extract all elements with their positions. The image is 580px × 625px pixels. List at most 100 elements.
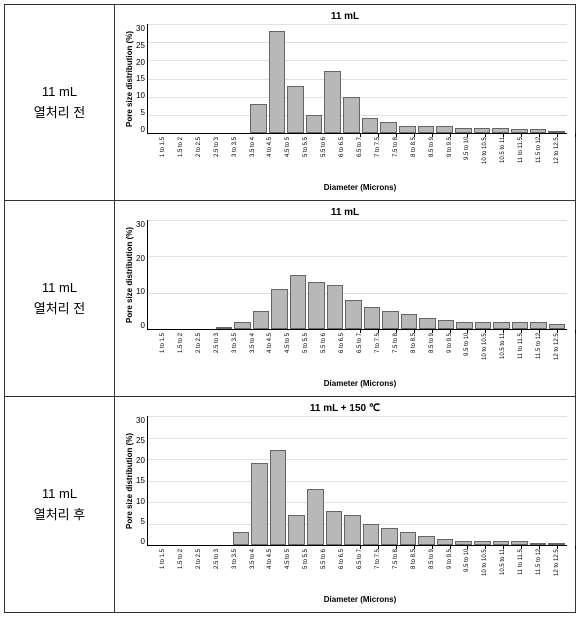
- chart-cell: 11 mLPore size distribution (%)302520151…: [115, 5, 576, 201]
- y-tick: 25: [136, 436, 145, 445]
- bar: [216, 327, 232, 329]
- x-tick: 4.5 to 5: [280, 137, 296, 181]
- bars: [148, 24, 567, 133]
- bar: [548, 131, 565, 133]
- bar: [326, 511, 343, 545]
- y-tick: 10: [136, 287, 145, 296]
- x-tick: 8 to 8.5: [406, 549, 422, 593]
- y-tick: 25: [136, 41, 145, 50]
- y-tick: 0: [140, 537, 144, 546]
- y-tick: 10: [136, 91, 145, 100]
- chart: 11 mL + 150 ℃Pore size distribution (%)3…: [119, 401, 571, 608]
- x-tick: 9.5 to 10: [459, 137, 475, 181]
- x-tick: 12 to 12.5: [549, 137, 565, 181]
- row-label-line2: 열처리 전: [9, 299, 110, 320]
- bar: [270, 450, 287, 545]
- x-tick: 7 to 7.5: [370, 549, 386, 593]
- bar: [327, 285, 343, 329]
- bar: [492, 128, 509, 133]
- y-axis-label: Pore size distribution (%): [123, 220, 136, 330]
- y-tick: 5: [140, 517, 144, 526]
- x-tick: 6 to 6.5: [334, 333, 350, 377]
- x-tick: 7.5 to 8: [388, 333, 404, 377]
- bar: [549, 324, 565, 329]
- x-tick: 1 to 1.5: [155, 549, 171, 593]
- bar: [493, 541, 510, 545]
- x-axis-label: Diameter (Microns): [153, 183, 567, 192]
- bar: [456, 322, 472, 329]
- x-tick: 11 to 11.5: [513, 333, 529, 377]
- x-tick: 5.5 to 6: [316, 549, 332, 593]
- plot-area: [147, 416, 567, 546]
- y-axis-label: Pore size distribution (%): [123, 416, 136, 546]
- x-tick: 9 to 9.5: [442, 333, 458, 377]
- x-tick: 4 to 4.5: [262, 137, 278, 181]
- y-tick: 5: [140, 108, 144, 117]
- x-tick: 5 to 5.5: [298, 137, 314, 181]
- bar: [530, 322, 546, 329]
- chart-cell: 11 mL + 150 ℃Pore size distribution (%)3…: [115, 397, 576, 613]
- plot-area: [147, 24, 567, 134]
- x-tick: 8.5 to 9: [424, 333, 440, 377]
- bar: [548, 543, 565, 545]
- x-tick: 3 to 3.5: [227, 549, 243, 593]
- row-label: 11 mL열처리 전: [5, 201, 115, 397]
- x-tick: 3 to 3.5: [227, 137, 243, 181]
- bar: [418, 126, 435, 133]
- bar: [512, 322, 528, 329]
- y-ticks: 3020100: [136, 220, 147, 330]
- x-tick: 2 to 2.5: [191, 549, 207, 593]
- x-tick: 5.5 to 6: [316, 333, 332, 377]
- y-tick: 20: [136, 456, 145, 465]
- y-ticks: 302520151050: [136, 24, 147, 134]
- y-axis-label: Pore size distribution (%): [123, 24, 136, 134]
- bar: [233, 532, 250, 545]
- x-axis-label: Diameter (Microns): [153, 595, 567, 604]
- x-tick: 3.5 to 4: [245, 549, 261, 593]
- x-tick: 5 to 5.5: [298, 549, 314, 593]
- bars: [148, 220, 567, 329]
- bar: [380, 122, 397, 133]
- x-tick: 1 to 1.5: [155, 137, 171, 181]
- row-label-line1: 11 mL: [9, 484, 110, 505]
- bar: [287, 86, 304, 133]
- x-tick: 8 to 8.5: [406, 333, 422, 377]
- x-ticks: 1 to 1.51.5 to 22 to 2.52.5 to 33 to 3.5…: [153, 333, 567, 377]
- bar: [530, 129, 547, 133]
- y-tick: 0: [140, 321, 144, 330]
- x-tick: 2 to 2.5: [191, 333, 207, 377]
- row-label: 11 mL열처리 전: [5, 5, 115, 201]
- x-tick: 3 to 3.5: [227, 333, 243, 377]
- bar: [419, 318, 435, 329]
- x-tick: 1.5 to 2: [173, 333, 189, 377]
- x-tick: 10 to 10.5: [477, 137, 493, 181]
- chart-cell: 11 mLPore size distribution (%)30201001 …: [115, 201, 576, 397]
- bars: [148, 416, 567, 545]
- y-tick: 10: [136, 497, 145, 506]
- figure-table: 11 mL열처리 전 11 mL Pore size distribution (%…: [4, 4, 576, 613]
- y-tick: 30: [136, 24, 145, 33]
- x-tick: 9.5 to 10: [459, 333, 475, 377]
- bar: [345, 300, 361, 329]
- bar: [418, 536, 435, 545]
- x-tick: 12 to 12.5: [549, 333, 565, 377]
- bar: [399, 126, 416, 133]
- x-tick: 7.5 to 8: [388, 549, 404, 593]
- bar: [253, 311, 269, 329]
- bar: [474, 541, 491, 545]
- x-tick: 9 to 9.5: [442, 549, 458, 593]
- x-tick: 11.5 to 12: [531, 333, 547, 377]
- y-tick: 15: [136, 74, 145, 83]
- x-tick: 4.5 to 5: [280, 549, 296, 593]
- x-tick: 11.5 to 12: [531, 549, 547, 593]
- bar: [493, 322, 509, 329]
- x-tick: 9 to 9.5: [442, 137, 458, 181]
- bar: [382, 311, 398, 329]
- x-tick: 6.5 to 7: [352, 549, 368, 593]
- plot-area: [147, 220, 567, 330]
- bar: [474, 128, 491, 133]
- bar: [436, 126, 453, 133]
- bar: [511, 541, 528, 545]
- row-label: 11 mL열처리 후: [5, 397, 115, 613]
- x-tick: 4 to 4.5: [262, 333, 278, 377]
